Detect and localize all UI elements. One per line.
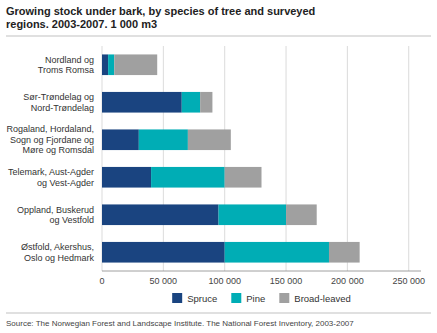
x-axis-line <box>102 271 421 272</box>
source: Source: The Norwegian Forest and Landsca… <box>6 319 354 328</box>
text-line: Sogn og Fjordane og <box>10 135 94 145</box>
grid <box>102 46 409 271</box>
category-label: Nordland ogTroms Romsa <box>38 55 94 75</box>
x-tick-label: 0 <box>99 276 104 286</box>
text-line: Sør-Trøndelag og <box>23 92 94 102</box>
category-label: Oppland, Buskerudog Vestfold <box>17 205 94 226</box>
bar <box>182 92 200 113</box>
grid-line <box>224 46 225 271</box>
bar <box>108 54 114 75</box>
x-tick-label: 250 000 <box>392 276 425 286</box>
title-rule <box>6 36 431 37</box>
category-label: Sør-Trøndelag ogNord-Trøndelag <box>23 92 94 113</box>
grid-line <box>102 46 103 271</box>
text-line: Telemark, Aust-Agder <box>8 167 94 177</box>
grid-line <box>163 46 164 271</box>
series <box>108 54 329 262</box>
text-line: Oslo og Hedmark <box>24 253 95 263</box>
grid-line <box>347 46 348 271</box>
series <box>102 54 225 262</box>
series <box>114 54 359 262</box>
bar <box>225 242 329 263</box>
bar <box>200 92 212 113</box>
legend-label: Broad-leaved <box>294 293 351 304</box>
source-rule <box>6 313 431 314</box>
text-line: og Vestfold <box>49 215 94 225</box>
x-tick-label: 150 000 <box>270 276 303 286</box>
bar <box>102 167 151 188</box>
background <box>0 0 437 333</box>
title: Growing stock under bark, by species of … <box>6 5 315 30</box>
page: {"chart_data": { "type": "bar", "orienta… <box>0 0 437 333</box>
legend-swatch <box>279 293 289 303</box>
bar <box>102 129 139 150</box>
bar <box>102 204 219 225</box>
bar <box>114 54 157 75</box>
legend-label: Pine <box>246 293 265 304</box>
text-line: Troms Romsa <box>38 65 94 75</box>
bar <box>225 167 262 188</box>
bar <box>329 242 360 263</box>
category-label: Telemark, Aust-Agderog Vest-Agder <box>8 167 94 188</box>
grid-line <box>286 46 287 271</box>
bar <box>102 92 182 113</box>
bar <box>286 204 317 225</box>
x-tick-label: 50 000 <box>150 276 178 286</box>
legend-label: Spruce <box>187 293 217 304</box>
category-label: Østfold, Akershus,Oslo og Hedmark <box>21 242 95 263</box>
x-tick-label: 200 000 <box>331 276 364 286</box>
bar <box>102 242 225 263</box>
text-line: Nordland og <box>45 55 94 65</box>
category-label: Rogaland, Hordaland,Sogn og Fjordane ogM… <box>6 124 94 155</box>
bar <box>219 204 286 225</box>
text-line: Møre og Romsdal <box>22 145 94 155</box>
bar <box>102 54 108 75</box>
legend-swatch <box>172 293 182 303</box>
text-line: og Vest-Agder <box>37 178 94 188</box>
bar <box>188 129 231 150</box>
x-tick-label: 100 000 <box>208 276 241 286</box>
text-line: Nord-Trøndelag <box>31 103 94 113</box>
chart: Growing stock under bark, by species of … <box>0 0 437 333</box>
legend: Spruce Pine Broad-leaved <box>172 293 351 304</box>
bar <box>139 129 188 150</box>
bars <box>102 54 360 262</box>
text-line: regions. 2003-2007. 1 000 m3 <box>6 18 157 30</box>
text-line: Growing stock under bark, by species of … <box>6 5 315 17</box>
y-tick-labels: Nordland ogTroms RomsaSør-Trøndelag ogNo… <box>6 55 94 263</box>
x-ticks: 0 50 000 100 000 150 000 200 000 250 000 <box>99 276 425 286</box>
text-line: Rogaland, Hordaland, <box>6 124 94 134</box>
legend-swatch <box>231 293 241 303</box>
text-line: Østfold, Akershus, <box>21 242 94 252</box>
grid-line <box>408 46 409 271</box>
bar <box>151 167 225 188</box>
text-line: Oppland, Buskerud <box>17 205 94 215</box>
